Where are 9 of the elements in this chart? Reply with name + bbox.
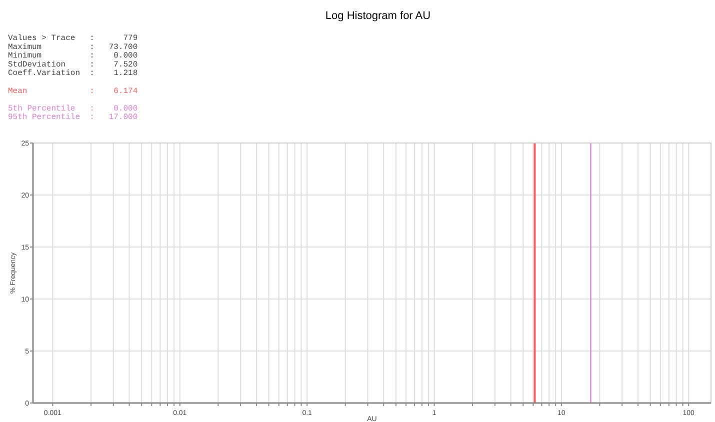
text: Coeff.Variation : 1.218 — [8, 69, 138, 78]
text: Values > Trace : 779 — [8, 34, 138, 43]
text: StdDeviation : 7.520 — [8, 60, 138, 70]
text: 5th Percentile : 0.000 — [8, 104, 138, 114]
text: 95th Percentile : 17.000 — [8, 113, 138, 122]
text: Maximum : 73.700 — [8, 42, 138, 52]
text: Minimum : 0.000 — [8, 52, 138, 61]
chart-title: Log Histogram for AU — [325, 10, 431, 22]
text: Mean : 6.174 — [8, 86, 138, 96]
